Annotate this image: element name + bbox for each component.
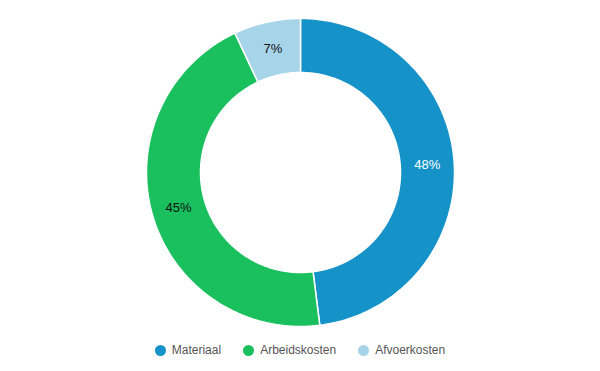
svg-text:45%: 45% xyxy=(166,200,192,215)
svg-text:48%: 48% xyxy=(414,157,440,172)
html-text:Materiaal: Materiaal xyxy=(171,343,222,357)
html-text:Arbeidskosten: Arbeidskosten xyxy=(260,343,337,357)
svg-text:7%: 7% xyxy=(263,41,282,56)
html-text:Afvoerkosten: Afvoerkosten xyxy=(375,343,446,357)
